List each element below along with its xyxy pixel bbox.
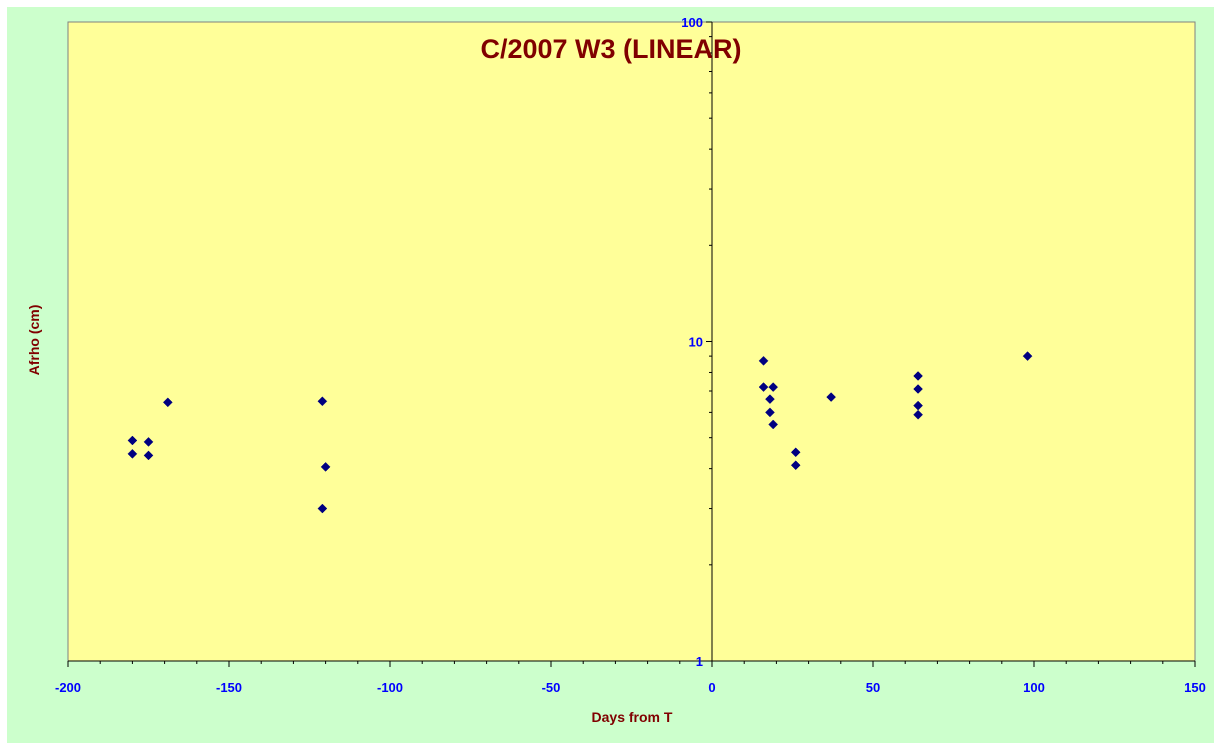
y-tick-label: 1	[696, 654, 703, 669]
x-tick-label: 0	[708, 680, 715, 695]
y-axis-title: Afrho (cm)	[26, 305, 42, 376]
data-point	[790, 447, 801, 458]
data-point	[758, 382, 769, 392]
data-point	[143, 437, 154, 447]
x-tick-label: 100	[1023, 680, 1045, 695]
x-axis-title: Days from T	[592, 709, 673, 725]
x-tick-label: -150	[216, 680, 242, 695]
data-point	[320, 462, 331, 472]
data-point	[913, 409, 923, 420]
data-point	[162, 397, 173, 408]
y-tick-label: 10	[689, 335, 703, 350]
ticks: -200 -150 -100 -50 0 50 100 150 1 10 100	[55, 15, 1206, 695]
data-point	[127, 448, 138, 459]
data-point	[790, 460, 801, 471]
data-point	[127, 435, 138, 446]
x-tick-label: 50	[866, 680, 880, 695]
data-point	[758, 355, 769, 366]
data-point	[1022, 351, 1033, 361]
data-point	[826, 392, 836, 402]
data-points	[127, 351, 1033, 514]
y-tick-label: 100	[681, 15, 703, 30]
chart-title: C/2007 W3 (LINEAR)	[480, 34, 741, 64]
data-point	[913, 384, 923, 394]
data-point	[768, 382, 779, 392]
data-point	[913, 371, 923, 381]
x-tick-label: -50	[542, 680, 561, 695]
data-point	[143, 450, 154, 461]
data-point	[317, 396, 328, 407]
x-tick-label: 150	[1184, 680, 1206, 695]
data-point	[317, 503, 328, 514]
data-point	[768, 419, 779, 430]
x-tick-label: -100	[377, 680, 403, 695]
x-tick-label: -200	[55, 680, 81, 695]
plot-area	[67, 21, 1196, 662]
data-point	[765, 407, 775, 418]
data-point	[765, 394, 775, 405]
